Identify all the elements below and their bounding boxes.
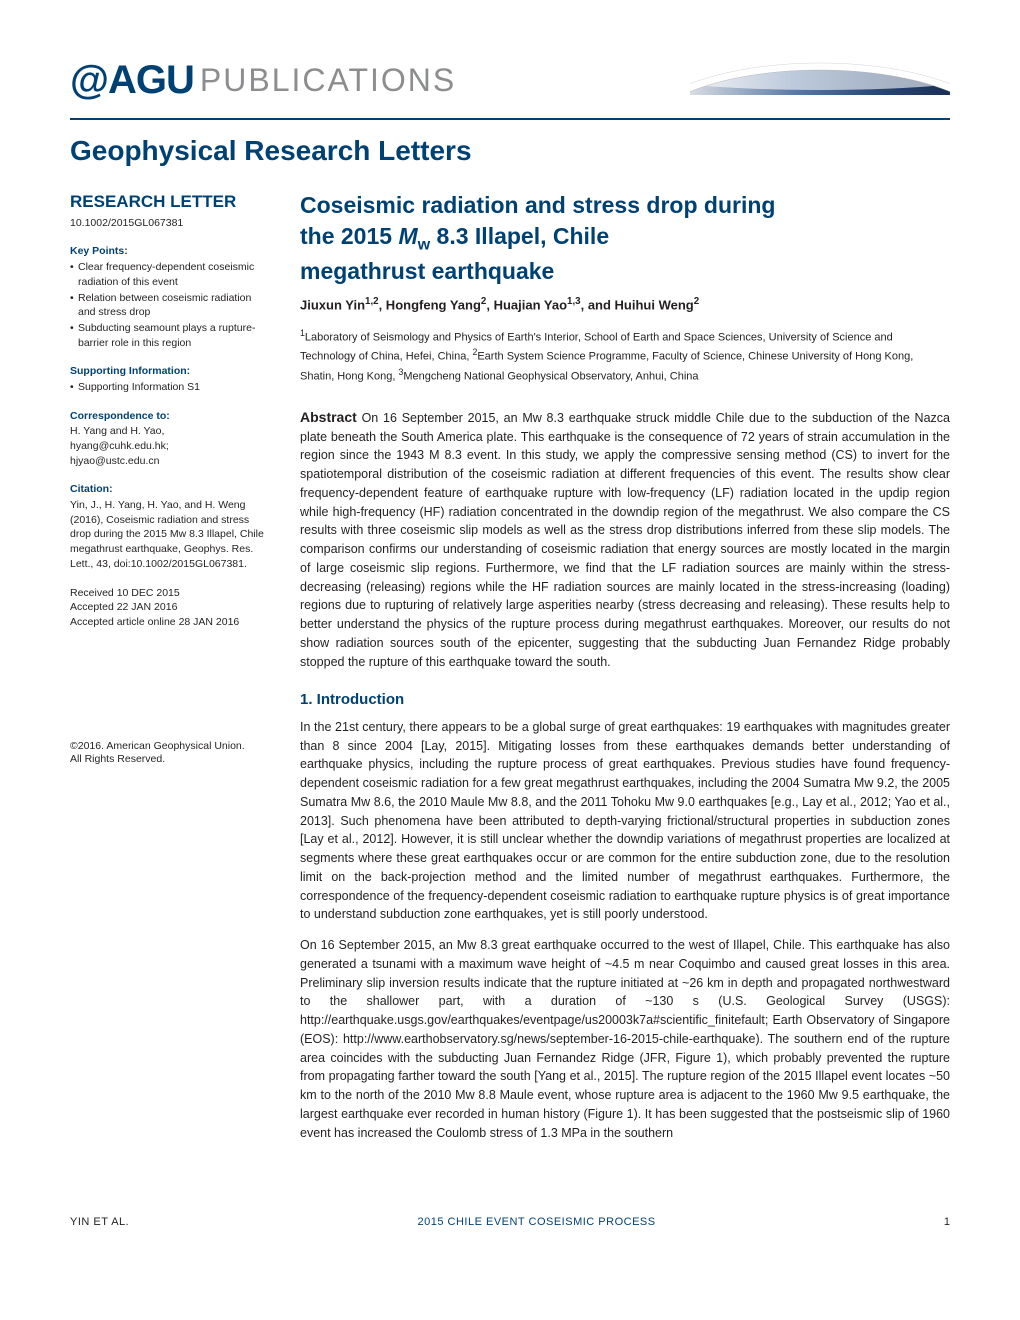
title-mw: M (398, 223, 417, 249)
affiliations: 1Laboratory of Seismology and Physics of… (300, 327, 950, 384)
authors: Jiuxun Yin1,2, Hongfeng Yang2, Huajian Y… (300, 295, 950, 315)
supporting-info-head: Supporting Information: (70, 364, 270, 379)
agu-publications-text: PUBLICATIONS (200, 56, 456, 104)
footer-page-number: 1 (944, 1214, 950, 1231)
abstract-body: On 16 September 2015, an Mw 8.3 earthqua… (300, 411, 950, 669)
title-line-2b: 8.3 Illapel, Chile (430, 223, 609, 249)
key-point-item: Relation between coseismic radiation and… (70, 291, 270, 320)
supporting-info-list: Supporting Information S1 (70, 380, 270, 395)
correspondence-body: H. Yang and H. Yao, hyang@cuhk.edu.hk; h… (70, 424, 270, 468)
dates-block: Received 10 DEC 2015 Accepted 22 JAN 201… (70, 586, 270, 630)
key-points-list: Clear frequency-dependent coseismic radi… (70, 260, 270, 350)
agu-mark: @AGU (70, 50, 194, 110)
paper-title: Coseismic radiation and stress drop duri… (300, 190, 950, 287)
title-line-3: megathrust earthquake (300, 258, 554, 284)
abstract-label: Abstract (300, 409, 357, 425)
key-point-item: Subducting seamount plays a rupture-barr… (70, 321, 270, 350)
correspondence-head: Correspondence to: (70, 409, 270, 424)
journal-title: Geophysical Research Letters (70, 130, 950, 172)
footer-running-title: 2015 CHILE EVENT COSEISMIC PROCESS (418, 1214, 656, 1231)
supporting-info-block: Supporting Information: Supporting Infor… (70, 364, 270, 394)
sidebar: RESEARCH LETTER 10.1002/2015GL067381 Key… (70, 190, 270, 1154)
abstract-block: Abstract On 16 September 2015, an Mw 8.3… (300, 407, 950, 672)
citation-body: Yin, J., H. Yang, H. Yao, and H. Weng (2… (70, 498, 270, 571)
doi: 10.1002/2015GL067381 (70, 216, 270, 231)
key-points-block: Key Points: Clear frequency-dependent co… (70, 244, 270, 350)
header-divider (70, 118, 950, 120)
section-head-intro: 1. Introduction (300, 689, 950, 712)
supporting-info-item: Supporting Information S1 (70, 380, 270, 395)
content-row: RESEARCH LETTER 10.1002/2015GL067381 Key… (70, 190, 950, 1154)
citation-head: Citation: (70, 482, 270, 497)
intro-paragraph-1: In the 21st century, there appears to be… (300, 718, 950, 924)
citation-block: Citation: Yin, J., H. Yang, H. Yao, and … (70, 482, 270, 571)
correspondence-block: Correspondence to: H. Yang and H. Yao, h… (70, 409, 270, 469)
key-point-item: Clear frequency-dependent coseismic radi… (70, 260, 270, 289)
agu-logo: @AGU PUBLICATIONS (70, 50, 456, 110)
footer-authors: YIN ET AL. (70, 1214, 129, 1231)
main-column: Coseismic radiation and stress drop duri… (300, 190, 950, 1154)
title-mw-sub: w (418, 236, 431, 254)
article-type: RESEARCH LETTER (70, 190, 270, 214)
title-line-1: Coseismic radiation and stress drop duri… (300, 192, 775, 218)
planet-arc-graphic (690, 50, 950, 110)
title-line-2a: the 2015 (300, 223, 398, 249)
key-points-head: Key Points: (70, 244, 270, 259)
footer-bar: YIN ET AL. 2015 CHILE EVENT COSEISMIC PR… (70, 1204, 950, 1231)
header: @AGU PUBLICATIONS (70, 50, 950, 110)
intro-paragraph-2: On 16 September 2015, an Mw 8.3 great ea… (300, 936, 950, 1142)
copyright-block: ©2016. American Geophysical Union. All R… (70, 740, 270, 767)
